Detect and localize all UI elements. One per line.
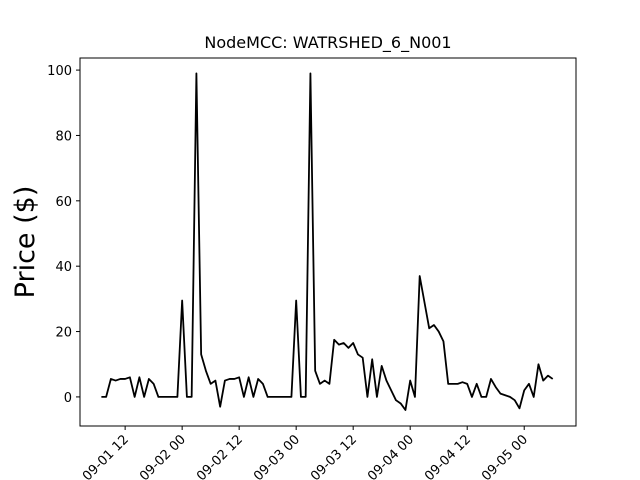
y-tick-label: 20 [55, 326, 72, 341]
x-tick-label: 09-03 12 [308, 432, 360, 480]
y-tick-label: 60 [55, 195, 72, 210]
x-tick-label: 09-01 12 [80, 432, 132, 480]
x-tick-label: 09-04 00 [365, 432, 417, 480]
y-tick-label: 80 [55, 129, 72, 144]
y-tick-label: 40 [55, 260, 72, 275]
x-tick-label: 09-02 12 [194, 432, 246, 480]
plot-frame [79, 57, 577, 427]
x-tick-label: 09-03 00 [251, 432, 303, 480]
x-tick-label: 09-04 12 [422, 432, 474, 480]
x-tick-label: 09-02 00 [137, 432, 189, 480]
chart-title: NodeMCC: WATRSHED_6_N001 [204, 33, 451, 53]
data-line [101, 72, 554, 411]
y-tick-label: 0 [64, 391, 72, 406]
x-tick-label: 09-05 00 [479, 432, 531, 480]
y-tick-label: 100 [47, 64, 72, 79]
y-axis-label: Price ($) [10, 186, 41, 299]
